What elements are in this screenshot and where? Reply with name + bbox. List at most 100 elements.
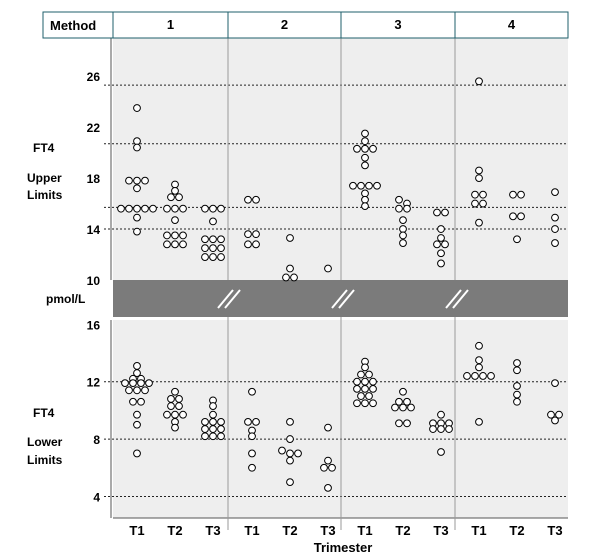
- data-point: [441, 208, 449, 217]
- data-point: [513, 397, 521, 406]
- data-point: [437, 225, 445, 233]
- data-point: [403, 204, 411, 213]
- data-point: [133, 143, 141, 152]
- y-axis-label-line: Upper: [27, 171, 62, 185]
- trimester-tick-label: T2: [395, 523, 410, 538]
- data-point: [445, 425, 453, 433]
- break-mark-icon: [331, 289, 348, 309]
- data-point: [133, 449, 141, 458]
- data-point: [129, 379, 137, 388]
- data-point: [201, 235, 209, 244]
- trimester-tick-label: T1: [357, 523, 372, 538]
- data-point: [278, 446, 286, 455]
- data-point: [361, 153, 369, 162]
- data-point: [429, 425, 437, 433]
- data-point: [137, 397, 145, 406]
- y-tick-label: 16: [87, 318, 101, 332]
- data-point: [179, 204, 187, 213]
- data-point: [399, 387, 407, 396]
- data-point: [171, 186, 179, 195]
- data-point: [209, 235, 217, 244]
- data-point: [361, 161, 369, 170]
- data-point: [145, 379, 153, 388]
- data-point: [475, 77, 483, 86]
- data-point: [133, 386, 141, 395]
- data-point: [513, 359, 521, 367]
- data-point: [399, 225, 407, 233]
- data-point: [163, 231, 171, 240]
- data-point: [479, 372, 487, 380]
- data-point: [252, 195, 260, 204]
- data-point: [217, 204, 225, 213]
- data-point: [395, 419, 403, 428]
- data-point: [141, 386, 149, 395]
- data-point: [167, 395, 175, 403]
- data-point: [141, 204, 149, 213]
- data-point: [244, 417, 252, 426]
- data-point: [282, 273, 290, 282]
- y-tick-label: 26: [87, 70, 101, 84]
- data-point: [471, 199, 479, 208]
- data-point: [141, 176, 149, 185]
- data-point: [171, 423, 179, 432]
- data-point: [399, 231, 407, 240]
- data-point: [171, 204, 179, 213]
- data-point: [133, 104, 141, 112]
- data-point: [149, 204, 157, 213]
- data-point: [551, 213, 559, 222]
- data-point: [201, 417, 209, 426]
- data-point: [133, 137, 141, 146]
- axis-break-band: [113, 280, 568, 317]
- y-tick-label: 10: [87, 274, 101, 288]
- trimester-tick-label: T1: [129, 523, 144, 538]
- data-point: [217, 235, 225, 244]
- y-tick-label: 22: [87, 121, 101, 135]
- method-header: Method 1 2 3 4: [42, 11, 569, 39]
- data-point: [365, 181, 373, 190]
- data-point: [217, 425, 225, 433]
- method-label: 3: [394, 17, 401, 32]
- data-point: [441, 240, 449, 249]
- data-point: [353, 144, 361, 153]
- data-point: [175, 193, 183, 202]
- data-point: [365, 370, 373, 379]
- data-point: [555, 410, 563, 419]
- y-tick-label: 12: [87, 376, 101, 390]
- y-tick-label: 14: [87, 223, 101, 237]
- axis-labels: pmol/L Trimester 10 14 18 22 26 FT4 Upper Limit…: [27, 70, 563, 555]
- data-point: [248, 463, 256, 472]
- data-point: [129, 397, 137, 406]
- data-point: [209, 417, 217, 426]
- data-point: [475, 417, 483, 426]
- data-point: [252, 417, 260, 426]
- data-point: [369, 399, 377, 408]
- data-point: [171, 231, 179, 240]
- data-point: [437, 425, 445, 433]
- data-point: [133, 420, 141, 429]
- data-point: [209, 410, 217, 419]
- data-point: [209, 204, 217, 213]
- data-point: [475, 363, 483, 372]
- data-point: [324, 456, 332, 465]
- data-point: [286, 456, 294, 465]
- data-point: [163, 204, 171, 213]
- data-point: [175, 395, 183, 403]
- data-point: [357, 392, 365, 400]
- break-mark-icon: [452, 289, 469, 309]
- data-point: [171, 216, 179, 225]
- data-point: [171, 180, 179, 189]
- trimester-tick-label: T1: [471, 523, 486, 538]
- data-point: [475, 341, 483, 350]
- data-point: [437, 410, 445, 419]
- data-point: [201, 425, 209, 433]
- method-label: 1: [167, 17, 174, 32]
- break-mark-icon: [445, 289, 462, 309]
- x-axis-title: Trimester: [314, 540, 373, 555]
- data-point: [433, 208, 441, 217]
- data-point: [209, 432, 217, 441]
- data-point: [349, 181, 357, 190]
- data-point: [437, 448, 445, 456]
- data-point: [244, 230, 252, 239]
- trimester-tick-label: T1: [244, 523, 259, 538]
- data-point: [391, 403, 399, 412]
